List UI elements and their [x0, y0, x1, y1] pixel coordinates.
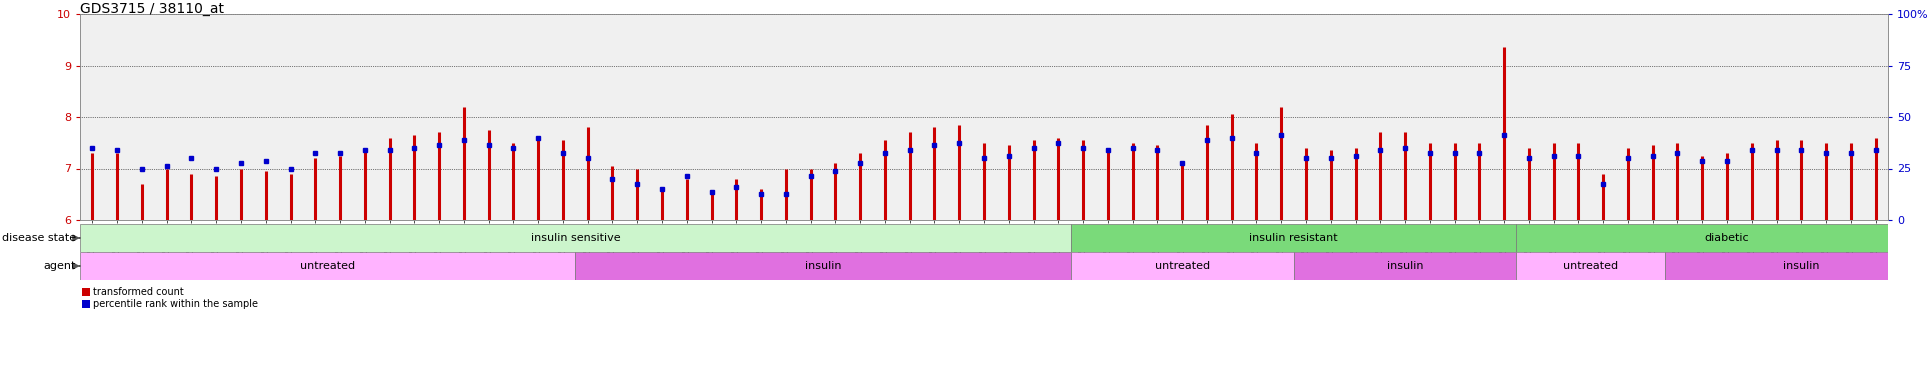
Bar — [1517, 224, 1930, 252]
Text: insulin: insulin — [1783, 261, 1820, 271]
Text: insulin sensitive: insulin sensitive — [531, 233, 620, 243]
Bar — [79, 224, 1071, 252]
Bar — [1517, 252, 1666, 280]
Bar — [575, 252, 1071, 280]
Bar — [1666, 252, 1930, 280]
Bar — [1293, 252, 1517, 280]
Text: untreated: untreated — [299, 261, 355, 271]
Text: untreated: untreated — [1563, 261, 1619, 271]
Text: insulin: insulin — [805, 261, 841, 271]
Text: GDS3715 / 38110_at: GDS3715 / 38110_at — [79, 2, 224, 16]
Text: insulin resistant: insulin resistant — [1249, 233, 1337, 243]
Text: agent: agent — [44, 261, 75, 271]
Text: disease state: disease state — [2, 233, 75, 243]
Text: transformed count: transformed count — [93, 287, 183, 297]
Bar — [79, 252, 575, 280]
Text: untreated: untreated — [1154, 261, 1210, 271]
Bar — [1071, 224, 1517, 252]
Text: percentile rank within the sample: percentile rank within the sample — [93, 299, 259, 309]
Bar — [1071, 252, 1293, 280]
Text: insulin: insulin — [1388, 261, 1422, 271]
Text: diabetic: diabetic — [1704, 233, 1749, 243]
